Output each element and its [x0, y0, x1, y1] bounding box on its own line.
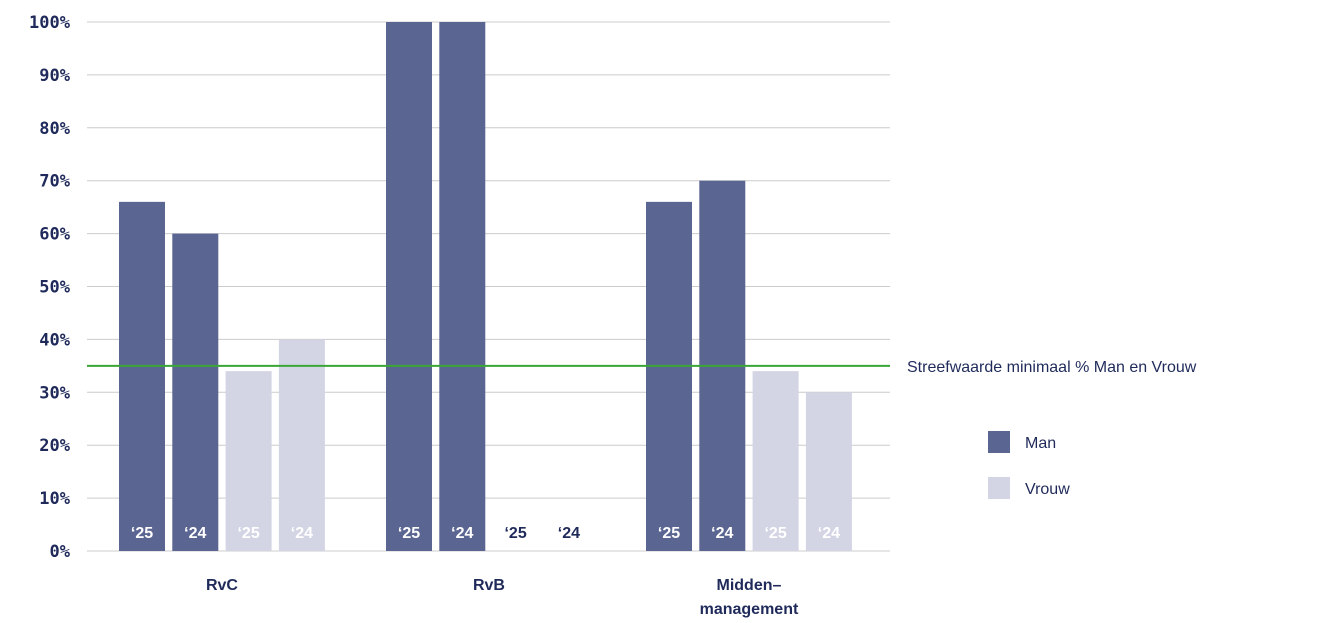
bar-year-label: ‘25 [398, 525, 420, 542]
y-tick-label: 20% [39, 436, 70, 456]
bar-man [646, 201, 692, 552]
y-tick-label: 0% [50, 542, 71, 562]
bar-year-label: ‘25 [658, 525, 680, 542]
category-label: RvB [473, 577, 505, 594]
bar-year-label: ‘25 [764, 525, 786, 542]
bar-man [172, 233, 219, 551]
bar-vrouw [225, 371, 272, 551]
bar-man [439, 22, 486, 551]
y-tick-label: 40% [39, 330, 70, 350]
legend-label: Man [1025, 435, 1056, 452]
bar-year-label: ‘24 [184, 525, 206, 542]
category-label: management [700, 601, 799, 618]
category-label: Midden– [717, 577, 782, 594]
bar-year-label: ‘24 [818, 525, 840, 542]
bar-vrouw [805, 392, 852, 551]
bar-year-label: ‘24 [558, 525, 580, 542]
bar-year-label: ‘25 [237, 525, 259, 542]
bar-man [386, 22, 432, 551]
legend-swatch [988, 431, 1010, 453]
bar-year-label: ‘25 [131, 525, 153, 542]
y-tick-label: 30% [39, 383, 70, 403]
y-tick-label: 60% [39, 225, 70, 245]
y-tick-label: 50% [39, 278, 70, 298]
bar-year-label: ‘24 [451, 525, 473, 542]
reference-line-label: Streefwaarde minimaal % Man en Vrouw [907, 359, 1197, 376]
legend-label: Vrouw [1025, 481, 1070, 498]
bar-man [119, 201, 165, 552]
bar-vrouw [278, 339, 325, 551]
category-label: RvC [206, 577, 238, 594]
legend-swatch [988, 477, 1010, 499]
bar-vrouw [752, 371, 799, 551]
y-tick-label: 10% [39, 489, 70, 509]
bar-year-label: ‘24 [711, 525, 733, 542]
y-tick-label: 100% [29, 13, 71, 33]
y-tick-label: 90% [39, 66, 70, 86]
y-tick-label: 80% [39, 119, 70, 139]
bar-year-label: ‘25 [504, 525, 526, 542]
bar-year-label: ‘24 [291, 525, 313, 542]
y-tick-label: 70% [39, 172, 70, 192]
